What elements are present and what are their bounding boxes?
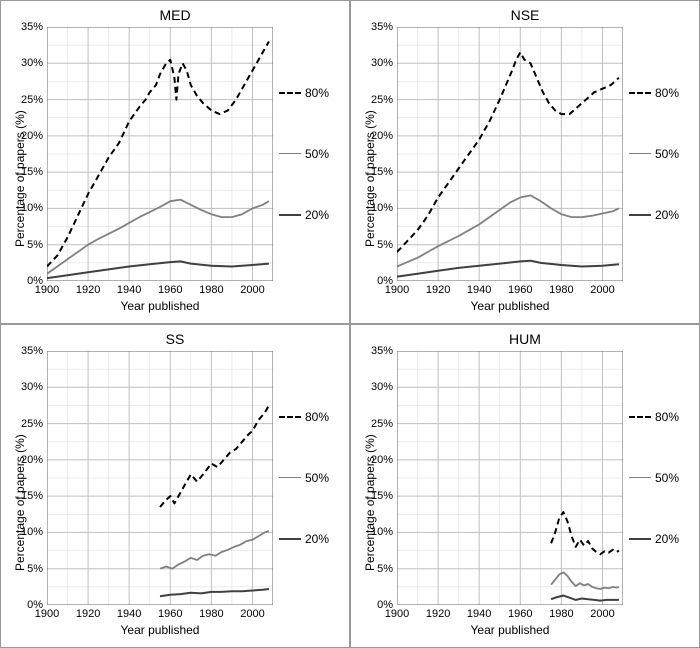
legend-label: 80%: [655, 86, 679, 100]
legend-label: 50%: [305, 147, 329, 161]
legend: 80% 50% 20%: [279, 63, 345, 245]
legend: 80% 50% 20%: [629, 63, 695, 245]
x-axis-label: Year published: [47, 623, 273, 637]
legend-item: 80%: [279, 410, 345, 424]
x-tick-label: 1940: [467, 608, 491, 620]
legend-swatch: [629, 416, 651, 418]
legend-label: 80%: [655, 410, 679, 424]
x-axis-label: Year published: [397, 623, 623, 637]
legend-item: 80%: [279, 86, 345, 100]
x-tick-label: 2000: [590, 608, 614, 620]
chart-title: HUM: [351, 331, 699, 347]
legend-swatch: [629, 538, 651, 540]
plot-area: [47, 27, 273, 281]
x-tick-label: 1960: [158, 608, 182, 620]
legend-item: 20%: [279, 208, 345, 222]
legend-item: 50%: [279, 147, 345, 161]
y-tick-label: 25%: [367, 94, 393, 106]
x-tick-label: 1940: [117, 608, 141, 620]
x-tick-label: 1980: [549, 284, 573, 296]
y-tick-label: 35%: [17, 21, 43, 33]
x-tick-label: 2000: [240, 284, 264, 296]
chart-panel: HUM0%5%10%15%20%25%30%35%190019201940196…: [350, 324, 700, 648]
legend-item: 50%: [279, 471, 345, 485]
chart-title: NSE: [351, 7, 699, 23]
legend-item: 80%: [629, 86, 695, 100]
legend-swatch: [279, 92, 301, 94]
legend-label: 80%: [305, 410, 329, 424]
x-tick-label: 1980: [199, 608, 223, 620]
chart-panel: MED0%5%10%15%20%25%30%35%190019201940196…: [0, 0, 350, 324]
x-tick-label: 1920: [426, 284, 450, 296]
x-tick-label: 1900: [35, 284, 59, 296]
y-tick-label: 35%: [367, 21, 393, 33]
x-tick-label: 2000: [240, 608, 264, 620]
y-tick-label: 30%: [17, 381, 43, 393]
y-tick-label: 35%: [367, 345, 393, 357]
legend-item: 20%: [629, 208, 695, 222]
legend-swatch: [279, 477, 301, 478]
x-tick-label: 1900: [385, 284, 409, 296]
legend-item: 20%: [279, 532, 345, 546]
x-tick-label: 1940: [117, 284, 141, 296]
legend: 80% 50% 20%: [629, 387, 695, 569]
y-tick-label: 25%: [367, 418, 393, 430]
chart-panel: SS0%5%10%15%20%25%30%35%1900192019401960…: [0, 324, 350, 648]
legend-item: 80%: [629, 410, 695, 424]
legend-swatch: [279, 538, 301, 540]
legend-swatch: [279, 416, 301, 418]
x-tick-label: 1900: [35, 608, 59, 620]
plot-area: [397, 351, 623, 605]
legend-swatch: [279, 214, 301, 216]
x-tick-label: 1900: [385, 608, 409, 620]
y-axis-label: Percentage of papers (%): [13, 110, 27, 247]
plot-area: [397, 27, 623, 281]
x-tick-label: 1960: [508, 284, 532, 296]
legend-label: 50%: [655, 471, 679, 485]
y-axis-label: Percentage of papers (%): [363, 110, 377, 247]
y-tick-label: 30%: [367, 381, 393, 393]
x-tick-label: 1980: [199, 284, 223, 296]
legend-swatch: [629, 477, 651, 478]
legend-item: 20%: [629, 532, 695, 546]
chart-grid: MED0%5%10%15%20%25%30%35%190019201940196…: [0, 0, 700, 648]
plot-area: [47, 351, 273, 605]
legend-label: 50%: [655, 147, 679, 161]
x-tick-label: 2000: [590, 284, 614, 296]
x-axis-label: Year published: [47, 299, 273, 313]
chart-panel: NSE0%5%10%15%20%25%30%35%190019201940196…: [350, 0, 700, 324]
x-tick-label: 1960: [508, 608, 532, 620]
legend-label: 50%: [305, 471, 329, 485]
y-tick-label: 30%: [367, 57, 393, 69]
y-axis-label: Percentage of papers (%): [13, 434, 27, 571]
y-tick-label: 25%: [17, 418, 43, 430]
y-axis-label: Percentage of papers (%): [363, 434, 377, 571]
legend-label: 20%: [305, 208, 329, 222]
chart-title: SS: [1, 331, 349, 347]
legend-item: 50%: [629, 147, 695, 161]
x-tick-label: 1980: [549, 608, 573, 620]
y-tick-label: 35%: [17, 345, 43, 357]
legend-swatch: [279, 153, 301, 154]
legend: 80% 50% 20%: [279, 387, 345, 569]
x-tick-label: 1940: [467, 284, 491, 296]
x-tick-label: 1920: [426, 608, 450, 620]
legend-label: 20%: [655, 208, 679, 222]
legend-swatch: [629, 153, 651, 154]
x-tick-label: 1960: [158, 284, 182, 296]
y-tick-label: 25%: [17, 94, 43, 106]
chart-title: MED: [1, 7, 349, 23]
legend-swatch: [629, 214, 651, 216]
x-tick-label: 1920: [76, 284, 100, 296]
legend-item: 50%: [629, 471, 695, 485]
x-tick-label: 1920: [76, 608, 100, 620]
legend-label: 80%: [305, 86, 329, 100]
legend-label: 20%: [655, 532, 679, 546]
x-axis-label: Year published: [397, 299, 623, 313]
y-tick-label: 30%: [17, 57, 43, 69]
legend-label: 20%: [305, 532, 329, 546]
legend-swatch: [629, 92, 651, 94]
